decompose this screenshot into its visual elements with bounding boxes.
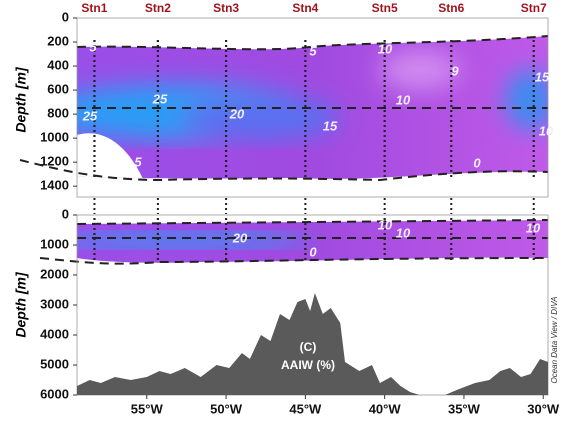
x-tick-label: 50°W <box>210 401 243 416</box>
y-tick-label: 1400 <box>40 178 69 193</box>
y-tick-label: 4000 <box>40 326 69 341</box>
contour-label: 15 <box>535 69 550 84</box>
contour-label: 20 <box>232 230 248 245</box>
contour-label: 0 <box>309 244 317 259</box>
contour-label: 0 <box>473 155 481 170</box>
y-tick-label: 1200 <box>40 154 69 169</box>
y-tick-label: 600 <box>47 82 69 97</box>
contour-label: 5 <box>89 39 97 54</box>
section-field <box>77 220 548 263</box>
contour-label: 15 <box>323 118 338 133</box>
contour-label: 5 <box>309 43 317 58</box>
contour-label: 10 <box>378 41 393 56</box>
contour-label: 10 <box>396 225 411 240</box>
contour-label: 10 <box>396 92 411 107</box>
x-tick-label: 55°W <box>131 401 164 416</box>
y-tick-label: 800 <box>47 106 69 121</box>
station-label: Stn5 <box>372 1 398 15</box>
station-label: Stn4 <box>292 1 318 15</box>
y-tick-label: 1000 <box>40 236 69 251</box>
y-tick-label: 5000 <box>40 356 69 371</box>
station-label: Stn3 <box>213 1 239 15</box>
station-label: Stn7 <box>521 1 547 15</box>
subtitle: AAIW (%) <box>281 358 335 372</box>
y-axis-label: Depth [m] <box>13 66 29 133</box>
section-field <box>77 36 548 179</box>
credit: Ocean Data View / DIVA <box>550 296 559 383</box>
contour-label: 10 <box>378 217 393 232</box>
x-tick-label: 30°W <box>527 401 560 416</box>
x-tick-label: 40°W <box>369 401 402 416</box>
y-tick-label: 1000 <box>40 130 69 145</box>
y-tick-label: 400 <box>47 57 69 72</box>
x-tick-label: 45°W <box>289 401 322 416</box>
dashed-line <box>76 219 549 225</box>
y-tick-label: 0 <box>62 9 69 24</box>
plot-frame <box>76 17 549 198</box>
dashed-line <box>39 257 549 265</box>
station-label: Stn2 <box>145 1 171 15</box>
y-axis-label: Depth [m] <box>13 271 29 338</box>
y-tick-label: 0 <box>62 206 69 221</box>
y-tick-label: 6000 <box>40 386 69 401</box>
contour-label: 10 <box>539 123 554 138</box>
bathymetry <box>77 293 548 395</box>
station-label: Stn6 <box>438 1 464 15</box>
y-tick-label: 3000 <box>40 296 69 311</box>
annotation: (C) <box>300 340 317 354</box>
contour-label: 25 <box>152 91 168 106</box>
y-tick-label: 200 <box>47 33 69 48</box>
dashed-line <box>19 159 549 182</box>
station-label: Stn1 <box>81 1 107 15</box>
contour-label: 5 <box>134 154 142 169</box>
y-tick-label: 2000 <box>40 266 69 281</box>
contour-label: 25 <box>82 108 98 123</box>
contour-label: 9 <box>451 63 459 78</box>
contour-label: 20 <box>229 106 245 121</box>
dashed-line <box>76 35 549 51</box>
x-tick-label: 35°W <box>448 401 481 416</box>
contour-label: 10 <box>526 220 541 235</box>
